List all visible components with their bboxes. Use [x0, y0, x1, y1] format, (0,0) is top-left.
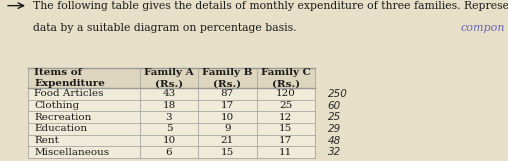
Text: compon: compon: [461, 23, 505, 33]
Bar: [28, 68, 315, 88]
Text: 5: 5: [166, 124, 172, 133]
Text: 21: 21: [220, 136, 234, 145]
Text: Family B
(Rs.): Family B (Rs.): [202, 68, 252, 88]
Text: 25: 25: [328, 112, 341, 122]
Text: 17: 17: [279, 136, 293, 145]
Text: Food Articles: Food Articles: [34, 90, 104, 99]
Text: 10: 10: [162, 136, 176, 145]
Text: 18: 18: [162, 101, 176, 110]
Text: Miscellaneous: Miscellaneous: [34, 148, 109, 157]
Text: 12: 12: [279, 113, 293, 122]
Text: 60: 60: [328, 101, 341, 111]
Text: Family C
(Rs.): Family C (Rs.): [261, 68, 310, 88]
Text: 87: 87: [220, 90, 234, 99]
Text: Clothing: Clothing: [34, 101, 79, 110]
Text: 9: 9: [224, 124, 231, 133]
Text: Family A
(Rs.): Family A (Rs.): [144, 68, 194, 88]
Text: 48: 48: [328, 136, 341, 146]
Text: Recreation: Recreation: [34, 113, 91, 122]
Text: Education: Education: [34, 124, 87, 133]
Text: 11: 11: [279, 148, 293, 157]
Text: 29: 29: [328, 124, 341, 134]
Text: 25: 25: [279, 101, 293, 110]
Text: 10: 10: [220, 113, 234, 122]
Text: 3: 3: [166, 113, 172, 122]
Text: 43: 43: [162, 90, 176, 99]
Text: 17: 17: [220, 101, 234, 110]
Text: Items of
Expenditure: Items of Expenditure: [34, 68, 105, 88]
Text: 6: 6: [166, 148, 172, 157]
Text: 120: 120: [276, 90, 296, 99]
Text: 15: 15: [220, 148, 234, 157]
Text: 32: 32: [328, 147, 341, 157]
Text: 15: 15: [279, 124, 293, 133]
Text: 250: 250: [328, 89, 347, 99]
Text: Rent: Rent: [34, 136, 59, 145]
Bar: [28, 68, 315, 158]
Text: data by a suitable diagram on percentage basis.: data by a suitable diagram on percentage…: [33, 23, 297, 33]
Text: The following table gives the details of monthly expenditure of three families. : The following table gives the details of…: [33, 1, 508, 11]
